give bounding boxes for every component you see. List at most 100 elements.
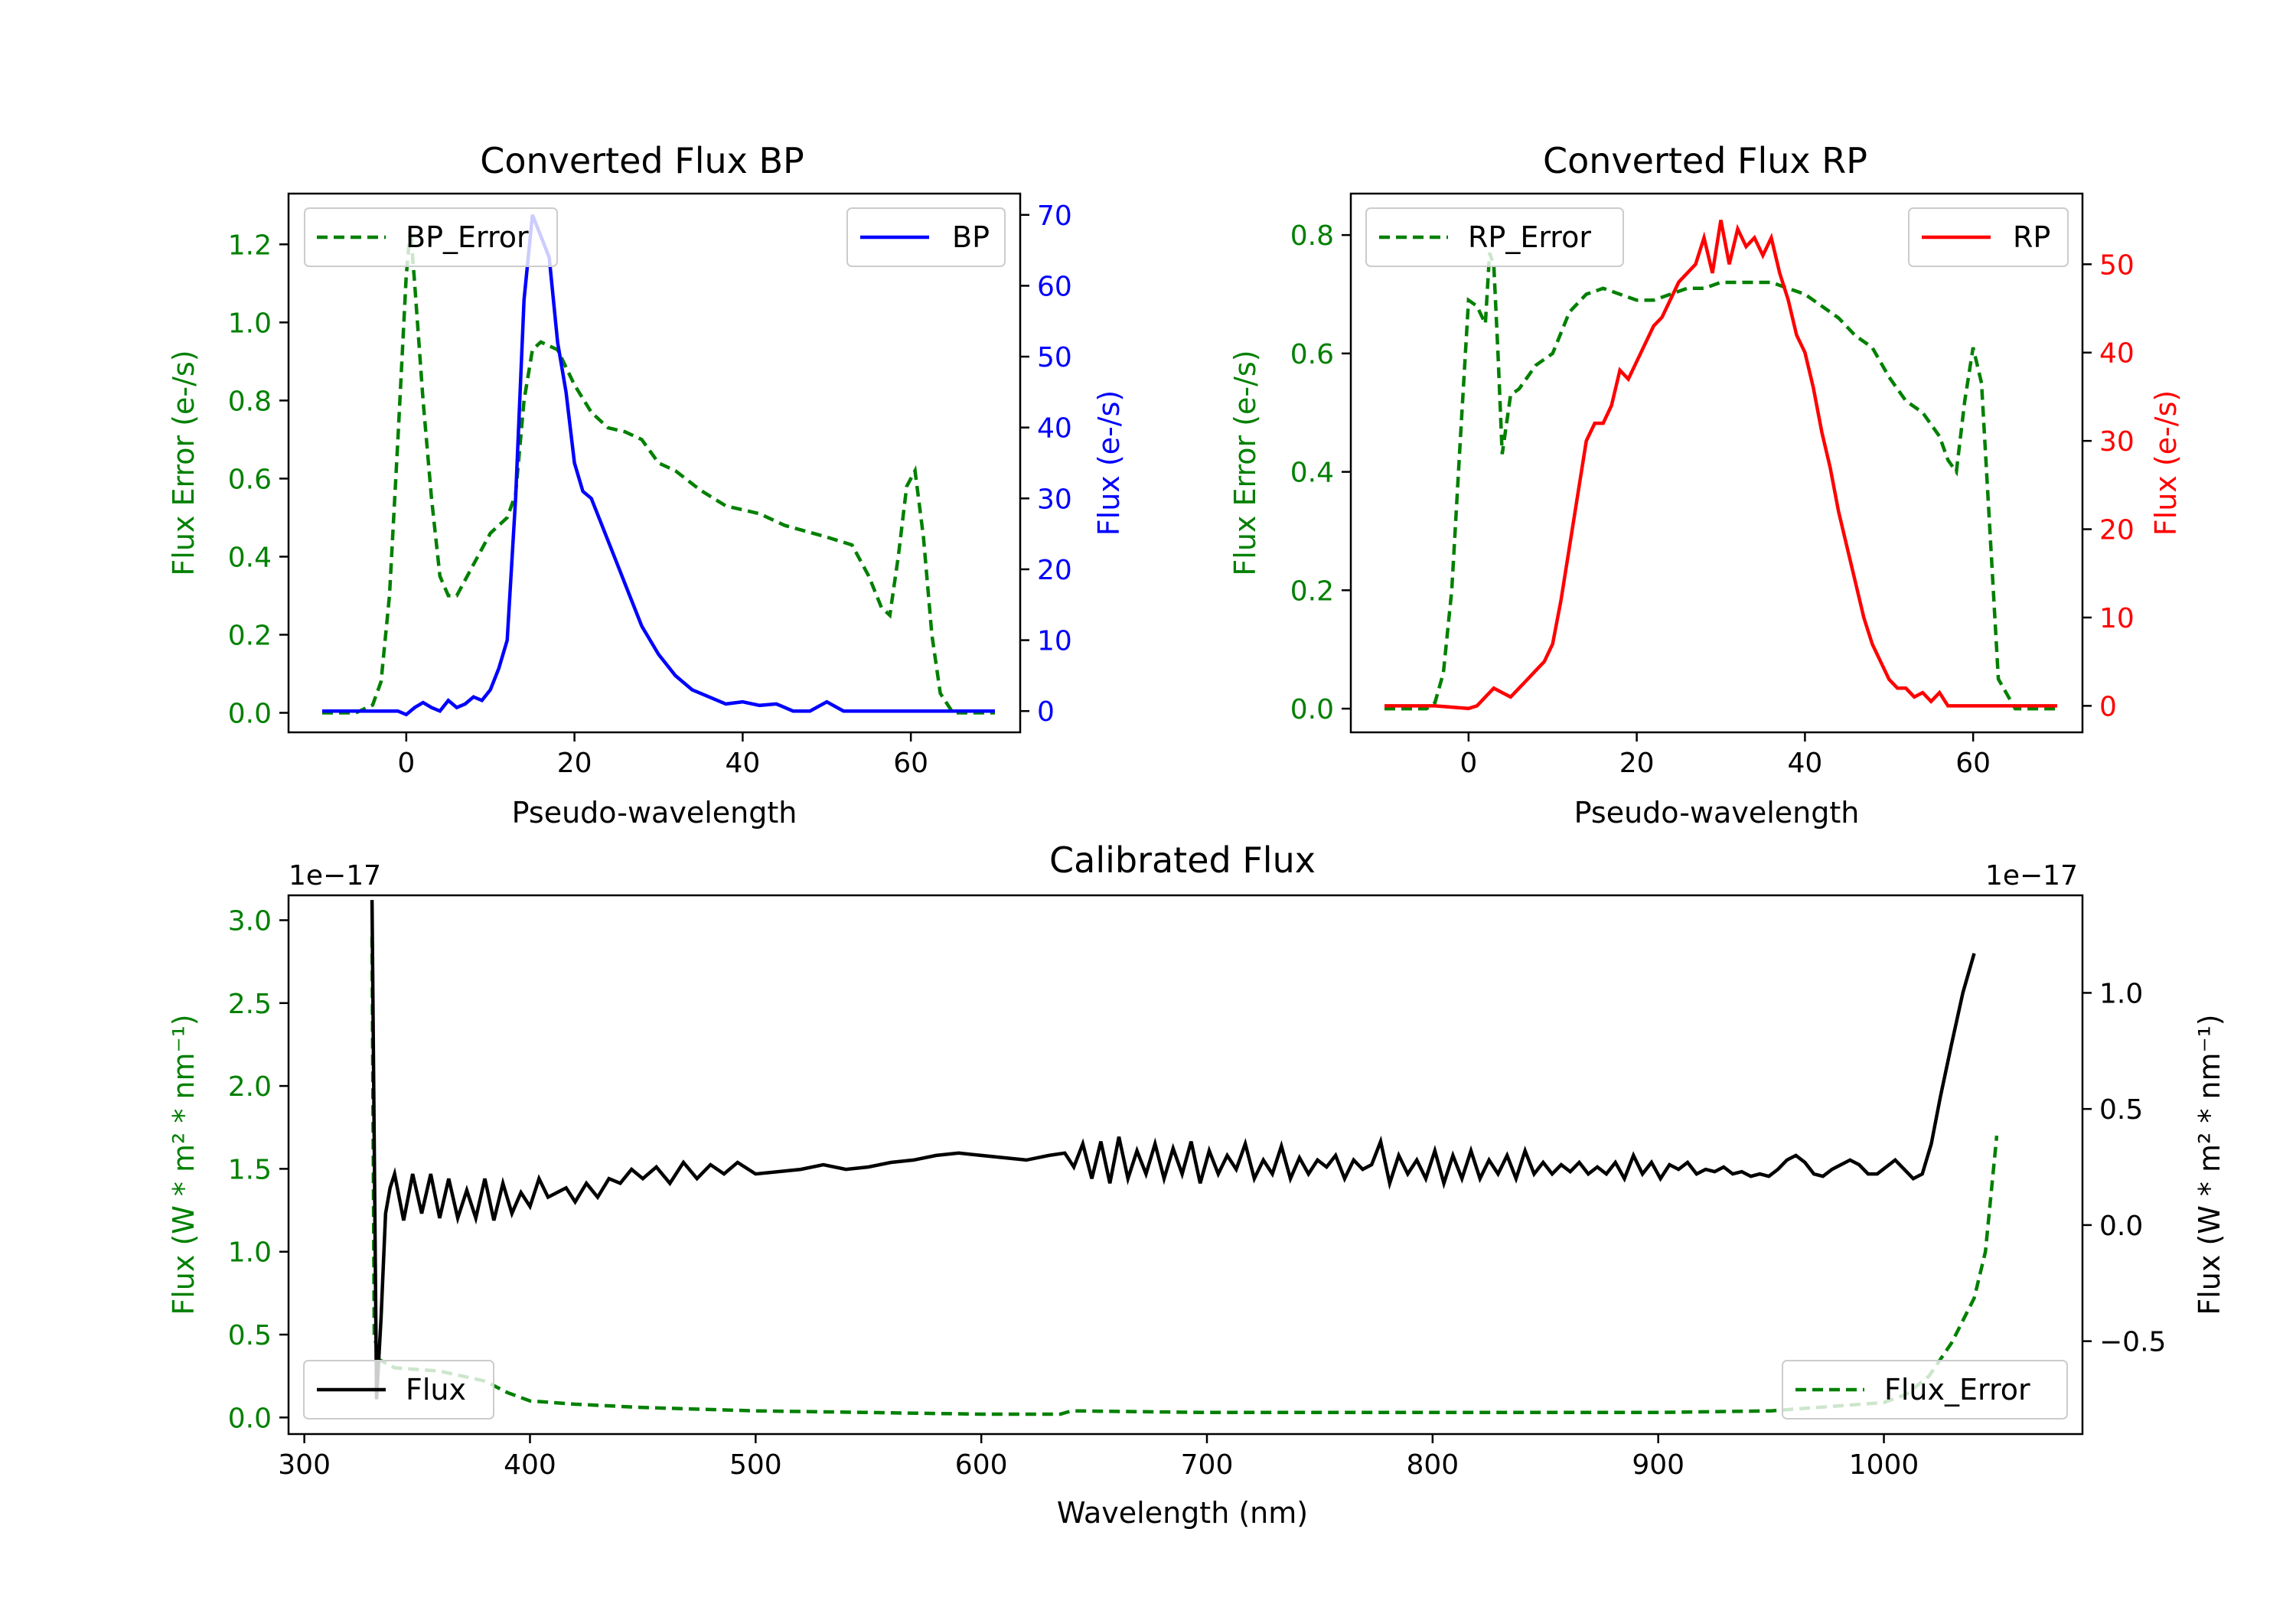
y-right-tick-label: 10: [2099, 603, 2135, 634]
rp-error-line: [1384, 252, 2057, 711]
x-axis-ticks: 300 400 500 600 700 800 900 1000: [278, 1434, 1919, 1481]
y-axis-left-ticks: 0.0 0.5 1.0 1.5 2.0 2.5 3.0: [228, 905, 289, 1434]
y-axis-right-ticks: 0 10 20 30 40 50: [2082, 249, 2135, 722]
legend-flux: BP: [846, 207, 1006, 267]
legend-error: Flux_Error: [1782, 1360, 2068, 1420]
y-right-tick-label: −0.5: [2099, 1327, 2166, 1358]
chart-title: Converted Flux RP: [1543, 140, 1867, 181]
y-right-tick-label: 1.0: [2099, 978, 2143, 1009]
y-left-tick-label: 0.4: [1290, 458, 1334, 489]
x-tick-label: 40: [1787, 748, 1822, 779]
legend-label: RP_Error: [1468, 220, 1591, 254]
x-tick-label: 1000: [1849, 1449, 1919, 1481]
legend-label: RP: [2013, 220, 2050, 254]
plot-frame: [287, 192, 1022, 734]
chart-title: Calibrated Flux: [1049, 839, 1316, 881]
y-right-tick-label: 10: [1037, 626, 1072, 657]
x-axis-ticks: 0 20 40 60: [1459, 732, 1991, 779]
y-axis-left-label: Flux (W * m² * nm⁻¹): [167, 1014, 201, 1315]
y-left-tick-label: 0.5: [228, 1320, 272, 1351]
x-tick-label: 600: [955, 1449, 1008, 1481]
x-tick-label: 20: [1619, 748, 1655, 779]
y-left-tick-label: 0.2: [228, 620, 272, 651]
y-left-tick-label: 3.0: [228, 905, 272, 937]
x-tick-label: 700: [1181, 1449, 1234, 1481]
offset-text-left: 1e−17: [289, 860, 381, 892]
x-axis-ticks: 0 20 40 60: [397, 732, 928, 779]
y-axis-right-label: Flux (e-/s): [2149, 390, 2183, 536]
y-left-tick-label: 0.8: [228, 386, 272, 417]
y-right-tick-label: 20: [2099, 515, 2135, 546]
y-right-tick-label: 40: [2099, 338, 2135, 370]
y-left-tick-label: 1.5: [228, 1154, 272, 1185]
y-left-tick-label: 2.0: [228, 1071, 272, 1103]
y-left-tick-label: 1.0: [228, 308, 272, 339]
x-tick-label: 800: [1406, 1449, 1459, 1481]
y-right-tick-label: 30: [1037, 484, 1072, 515]
y-left-tick-label: 0.0: [228, 1403, 272, 1434]
x-axis-label: Pseudo-wavelength: [512, 796, 797, 830]
legend-error: BP_Error: [304, 207, 558, 267]
x-tick-label: 500: [729, 1449, 782, 1481]
legend-label: Flux_Error: [1884, 1373, 2030, 1407]
y-axis-right-label: Flux (e-/s): [1092, 390, 1126, 536]
bp-error-line: [322, 228, 995, 715]
plot-frame: [1349, 192, 2084, 734]
legend-flux: Flux: [303, 1360, 494, 1420]
rp-flux-line: [1384, 220, 2057, 711]
y-right-tick-label: 40: [1037, 413, 1072, 445]
y-left-tick-label: 1.2: [228, 230, 272, 261]
y-left-tick-label: 0.6: [1290, 339, 1334, 370]
x-tick-label: 0: [1459, 748, 1477, 779]
legend-label: Flux: [406, 1373, 466, 1407]
y-left-tick-label: 0.0: [1290, 694, 1334, 725]
y-axis-right-ticks: 0 10 20 30 40 50 60 70: [1020, 200, 1072, 728]
y-axis-left-ticks: 0.0 0.2 0.4 0.6 0.8: [1290, 220, 1351, 725]
y-left-tick-label: 0.0: [228, 698, 272, 729]
x-tick-label: 60: [893, 748, 928, 779]
y-right-tick-label: 0.0: [2099, 1211, 2143, 1242]
y-axis-left-ticks: 0.0 0.2 0.4 0.6 0.8 1.0 1.2: [228, 230, 289, 729]
x-tick-label: 400: [504, 1449, 556, 1481]
legend-label: BP: [952, 220, 990, 254]
x-tick-label: 20: [557, 748, 592, 779]
chart-bp: Converted Flux BP 0 20 40 60 0.00.20.40.60.…: [167, 140, 1126, 830]
y-left-tick-label: 1.0: [228, 1237, 272, 1269]
x-tick-label: 300: [278, 1449, 331, 1481]
y-left-tick-label: 0.6: [228, 464, 272, 495]
y-right-tick-label: 30: [2099, 426, 2135, 458]
y-right-tick-label: 60: [1037, 271, 1072, 302]
y-axis-right-label: Flux (W * m² * nm⁻¹): [2193, 1014, 2226, 1315]
y-left-tick-label: 2.5: [228, 989, 272, 1020]
y-left-tick-label: 0.8: [1290, 220, 1334, 252]
legend-label: BP_Error: [406, 220, 529, 254]
y-right-tick-label: 50: [1037, 342, 1072, 373]
x-tick-label: 0: [397, 748, 415, 779]
x-tick-label: 40: [725, 748, 760, 779]
legend-flux: RP: [1908, 207, 2069, 267]
x-axis-label: Wavelength (nm): [1057, 1496, 1308, 1530]
y-axis-left-label: Flux Error (e-/s): [167, 350, 201, 575]
calibrated-flux-line: [370, 900, 1976, 1400]
y-right-tick-label: 50: [2099, 249, 2135, 281]
x-tick-label: 60: [1955, 748, 1991, 779]
y-left-tick-label: 0.2: [1290, 575, 1334, 607]
legend-error: RP_Error: [1365, 207, 1624, 267]
y-axis-right-ticks: −0.5 0.0 0.5 1.0: [2082, 978, 2166, 1358]
y-axis-left-label: Flux Error (e-/s): [1228, 350, 1262, 575]
x-axis-label: Pseudo-wavelength: [1574, 796, 1860, 830]
y-right-tick-label: 70: [1037, 200, 1072, 232]
chart-calibrated: Calibrated Flux 300 400 500 600 700 800 900 100…: [167, 839, 2226, 1530]
x-tick-label: 900: [1632, 1449, 1684, 1481]
chart-title: Converted Flux BP: [480, 140, 804, 181]
bp-flux-line: [322, 214, 995, 717]
y-right-tick-label: 0: [2099, 691, 2117, 722]
y-right-tick-label: 0: [1037, 696, 1055, 728]
plot-frame: [287, 894, 2084, 1436]
y-right-tick-label: 0.5: [2099, 1094, 2143, 1126]
y-right-tick-label: 20: [1037, 555, 1072, 586]
y-left-tick-label: 0.4: [228, 542, 272, 573]
offset-text-right: 1e−17: [1985, 860, 2078, 892]
chart-rp: Converted Flux RP 0 20 40 60 0.00.20.40.60.…: [1228, 140, 2183, 830]
